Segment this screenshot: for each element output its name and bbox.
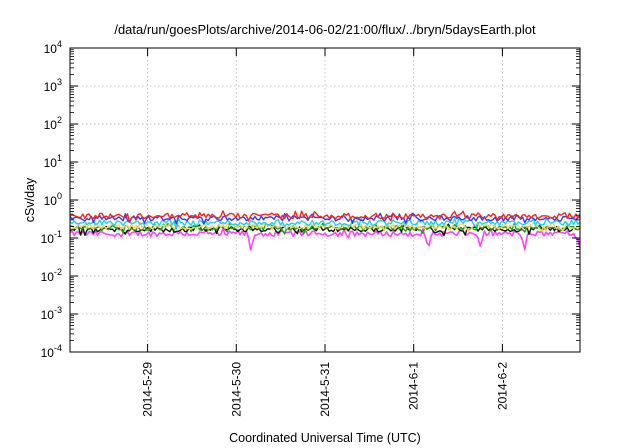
x-tick-label: 2014-5-30 xyxy=(229,362,243,417)
x-tick-label: 2014-6-2 xyxy=(495,362,509,410)
y-tick-label: 104 xyxy=(44,39,62,56)
x-tick-label: 2014-5-29 xyxy=(141,362,155,417)
series-line xyxy=(69,217,581,230)
x-axis-label: Coordinated Universal Time (UTC) xyxy=(229,431,421,445)
series-line xyxy=(69,210,581,223)
series-line xyxy=(69,227,581,251)
y-tick-label: 100 xyxy=(44,191,62,208)
chart-title: /data/run/goesPlots/archive/2014-06-02/2… xyxy=(114,22,536,37)
y-tick-label: 10-3 xyxy=(41,305,62,322)
series-line xyxy=(70,220,581,233)
y-axis-label: cSv/day xyxy=(23,177,37,222)
y-tick-label: 101 xyxy=(44,153,62,170)
ticks: 10-4 10-3 10-2 10-1 100 101 102 103 104 2014-5-29… xyxy=(41,39,580,417)
y-tick-label: 102 xyxy=(44,115,62,132)
y-tick-label: 103 xyxy=(44,77,62,94)
y-tick-label: 10-2 xyxy=(41,267,62,284)
grid xyxy=(70,48,580,352)
y-tick-label: 10-4 xyxy=(41,343,62,360)
series-line xyxy=(69,223,581,237)
y-tick-label: 10-1 xyxy=(41,229,62,246)
series-layer xyxy=(69,210,581,251)
x-tick-label: 2014-5-31 xyxy=(318,362,332,417)
x-tick-label: 2014-6-1 xyxy=(407,362,421,410)
